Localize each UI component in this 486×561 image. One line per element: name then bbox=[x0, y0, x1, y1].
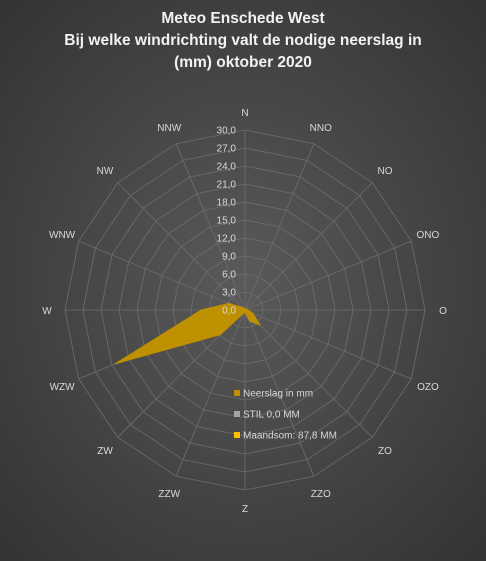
category-label-no: NO bbox=[378, 166, 393, 177]
category-label-ono: ONO bbox=[417, 230, 440, 241]
data-point-zw bbox=[219, 334, 221, 336]
chart-title: Meteo Enschede West Bij welke windrichti… bbox=[0, 8, 486, 74]
data-point-nnw bbox=[243, 307, 245, 309]
spoke-wnw bbox=[78, 240, 246, 311]
chart-legend: Neerslag in mm STIL 0,0 MM Maandsom: 87,8 … bbox=[234, 389, 337, 442]
tick-label: 15,0 bbox=[217, 216, 237, 227]
legend-swatch bbox=[234, 390, 240, 396]
spoke-zzo bbox=[244, 309, 315, 477]
category-label-nnw: NNW bbox=[157, 123, 181, 134]
radar-category-labels: N NNO NO ONO O OZO ZO ZZO Z ZZW ZW WZW W WNW NW NNW bbox=[42, 108, 447, 515]
tick-label: 30,0 bbox=[217, 126, 237, 137]
chart-title-line-2: Bij welke windrichting valt de nodige ne… bbox=[64, 32, 422, 49]
tick-label: 3,0 bbox=[222, 288, 236, 299]
spoke-nno bbox=[244, 143, 315, 311]
series-area-neerslag bbox=[115, 302, 262, 365]
tick-label: 24,0 bbox=[217, 162, 237, 173]
category-label-w: W bbox=[42, 306, 52, 317]
tick-label: 9,0 bbox=[222, 252, 236, 263]
radar-tick-labels: 0,0 3,0 6,0 9,0 12,0 15,0 18,0 21,0 24,0 27,0 30,0 bbox=[217, 126, 237, 317]
data-point-o bbox=[247, 309, 249, 311]
tick-label: 6,0 bbox=[222, 270, 236, 281]
radar-series bbox=[114, 302, 262, 365]
legend-label: Neerslag in mm bbox=[243, 389, 313, 400]
legend-swatch bbox=[234, 432, 240, 438]
spoke-no bbox=[244, 182, 373, 311]
tick-label: 18,0 bbox=[217, 198, 237, 209]
category-label-zo: ZO bbox=[378, 446, 392, 457]
legend-swatch bbox=[234, 411, 240, 417]
category-label-nw: NW bbox=[97, 166, 114, 177]
category-label-zzw: ZZW bbox=[158, 489, 180, 500]
data-point-zzw bbox=[243, 312, 245, 314]
tick-label: 27,0 bbox=[217, 144, 237, 155]
data-point-wnw bbox=[228, 302, 230, 304]
legend-label: STIL 0,0 MM bbox=[243, 410, 300, 421]
data-point-ono bbox=[245, 308, 247, 311]
spoke-nnw bbox=[175, 143, 246, 311]
category-label-zw: ZW bbox=[97, 446, 113, 457]
category-label-z: Z bbox=[242, 504, 248, 515]
tick-label: 0,0 bbox=[222, 306, 236, 317]
data-point-ozo bbox=[252, 312, 254, 314]
spoke-nw bbox=[117, 182, 246, 311]
chart-title-line-1: Meteo Enschede West bbox=[161, 10, 325, 27]
tick-label: 12,0 bbox=[217, 234, 237, 245]
category-label-o: O bbox=[439, 306, 447, 317]
data-point-nw bbox=[241, 306, 244, 309]
data-point-wzw bbox=[114, 363, 116, 365]
spoke-zzw bbox=[175, 309, 246, 477]
spoke-zo bbox=[244, 309, 373, 438]
category-label-wnw: WNW bbox=[49, 230, 76, 241]
data-point-zo bbox=[259, 324, 261, 326]
category-label-zzo: ZZO bbox=[311, 489, 331, 500]
category-label-nno: NNO bbox=[310, 123, 332, 134]
category-label-ozo: OZO bbox=[417, 382, 439, 393]
chart-title-line-3: (mm) oktober 2020 bbox=[174, 54, 312, 71]
spoke-ozo bbox=[244, 309, 412, 380]
tick-label: 21,0 bbox=[217, 180, 237, 191]
data-point-zzo bbox=[248, 320, 251, 322]
spoke-ono bbox=[244, 240, 412, 311]
data-point-z bbox=[244, 311, 246, 313]
data-point-w bbox=[200, 309, 202, 311]
category-label-wzw: WZW bbox=[50, 382, 76, 393]
legend-label: Maandsom: 87,8 MM bbox=[243, 431, 337, 442]
category-label-n: N bbox=[241, 108, 248, 119]
